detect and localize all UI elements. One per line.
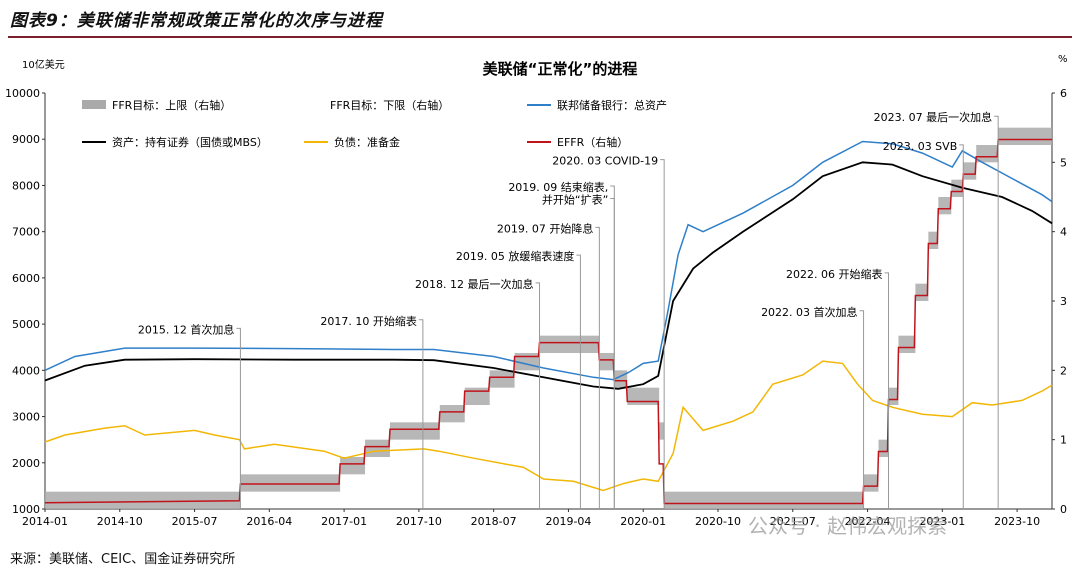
left-tick-label: 8000 bbox=[12, 179, 40, 192]
annotation-label: 2023. 07 最后一次加息 bbox=[874, 110, 992, 124]
annotation-label: 2023. 03 SVB bbox=[883, 140, 958, 153]
left-tick-label: 2000 bbox=[12, 457, 40, 470]
x-tick-label: 2022-04 bbox=[845, 515, 891, 528]
x-tick-label: 2016-04 bbox=[246, 515, 292, 528]
right-tick-label: 2 bbox=[1060, 364, 1067, 377]
left-tick-label: 3000 bbox=[12, 411, 40, 424]
ffr-target-band bbox=[627, 387, 660, 405]
ffr-target-band bbox=[659, 422, 665, 440]
annotation-leader bbox=[884, 272, 889, 509]
ffr-target-band bbox=[439, 405, 465, 423]
left-tick-label: 4000 bbox=[12, 364, 40, 377]
ffr-target-band bbox=[915, 283, 929, 301]
annotation-leader bbox=[236, 327, 241, 509]
annotation-label: 2019. 05 放缓缩表速度 bbox=[456, 249, 574, 263]
annotation-leader bbox=[959, 144, 964, 509]
annotation-label: 2019. 07 开始降息 bbox=[497, 221, 593, 235]
annotation-label: 2015. 12 首次加息 bbox=[138, 322, 234, 336]
x-tick-label: 2014-01 bbox=[22, 515, 68, 528]
annotation-leader bbox=[535, 282, 541, 509]
ffr-target-band bbox=[888, 387, 899, 405]
ffr-target-band bbox=[976, 145, 999, 163]
ffr-target-band bbox=[878, 439, 889, 457]
right-tick-label: 0 bbox=[1060, 503, 1067, 516]
ffr-target-band bbox=[539, 335, 600, 353]
x-tick-label: 2023-01 bbox=[919, 515, 965, 528]
annotation-label: 并开始“扩表” bbox=[542, 192, 608, 206]
ffr-target-band bbox=[365, 439, 390, 457]
annotation-leader bbox=[595, 226, 600, 509]
ffr-target-band bbox=[951, 179, 964, 197]
ffr-target-band bbox=[389, 422, 440, 440]
chart: 美联储“正常化”的进程 10亿美元 % 1000 2000 3000 4000 5000… bbox=[5, 54, 1068, 538]
ffr-target-band bbox=[340, 457, 366, 475]
watermark: 公众号 · 赵伟宏观探索 bbox=[748, 514, 947, 538]
ffr-target-band bbox=[664, 491, 864, 509]
annotation-label: 2022. 06 开始缩表 bbox=[786, 267, 882, 281]
annotation-label: 2017. 10 开始缩表 bbox=[320, 314, 416, 328]
annotation-leader bbox=[610, 197, 615, 509]
left-tick-label: 9000 bbox=[12, 133, 40, 146]
legend-label-effr: EFFR（右轴） bbox=[557, 135, 628, 149]
ffr-target-band bbox=[898, 335, 916, 353]
x-tick-label: 2021-07 bbox=[770, 515, 816, 528]
x-tick-label: 2020-01 bbox=[620, 515, 666, 528]
ffr-target-band bbox=[863, 474, 879, 492]
source-note: 来源：美联储、CEIC、国金证券研究所 bbox=[10, 552, 236, 567]
ffr-target-band bbox=[489, 370, 515, 388]
annotation-leader bbox=[418, 319, 424, 509]
annotation-label: 2019. 09 结束缩表, bbox=[508, 180, 608, 194]
ffr-target-band bbox=[938, 197, 952, 215]
ffr-target-band bbox=[928, 231, 939, 249]
ffr-target-band bbox=[45, 491, 241, 509]
legend-label-total: 联邦储备银行：总资产 bbox=[557, 98, 667, 112]
legend-label-reserves: 负债：准备金 bbox=[334, 135, 400, 149]
right-tick-label: 5 bbox=[1060, 156, 1067, 169]
ffr-target-band bbox=[240, 474, 341, 492]
x-tick-label: 2020-10 bbox=[695, 515, 741, 528]
series-reserves bbox=[44, 360, 1053, 492]
series-mbs bbox=[44, 161, 1053, 390]
left-tick-label: 5000 bbox=[12, 318, 40, 331]
header-divider bbox=[8, 36, 1072, 38]
right-tick-label: 3 bbox=[1060, 295, 1067, 308]
left-tick-label: 6000 bbox=[12, 272, 40, 285]
x-tick-label: 2019-04 bbox=[545, 515, 591, 528]
right-tick-label: 6 bbox=[1060, 87, 1067, 100]
left-tick-label: 1000 bbox=[12, 503, 40, 516]
annotation-label: 2020. 03 COVID-19 bbox=[552, 155, 658, 168]
left-axis-unit: 10亿美元 bbox=[22, 58, 65, 71]
x-tick-label: 2017-01 bbox=[321, 515, 367, 528]
left-tick-label: 7000 bbox=[12, 226, 40, 239]
ffr-target-band bbox=[998, 127, 1052, 145]
left-tick-label: 10000 bbox=[5, 87, 40, 100]
x-tick-label: 2018-07 bbox=[471, 515, 517, 528]
ffr-target-band bbox=[963, 162, 977, 180]
annotation-label: 2018. 12 最后一次加息 bbox=[415, 277, 533, 291]
right-axis-unit: % bbox=[1058, 54, 1068, 65]
chart-title: 美联储“正常化”的进程 bbox=[483, 60, 638, 78]
figure-header-title: 图表9：美联储非常规政策正常化的次序与进程 bbox=[10, 11, 383, 31]
right-tick-label: 4 bbox=[1060, 226, 1067, 239]
legend-label-mbs: 资产：持有证券（国债或MBS） bbox=[112, 135, 268, 149]
series-total bbox=[44, 140, 1053, 381]
x-tick-label: 2014-10 bbox=[97, 515, 143, 528]
legend-swatch-upper bbox=[82, 100, 106, 109]
legend-label-upper: FFR目标：上限（右轴） bbox=[112, 98, 231, 112]
x-tick-label: 2023-10 bbox=[994, 515, 1040, 528]
legend-label-lower: FFR目标：下限（右轴） bbox=[330, 98, 449, 112]
right-tick-label: 1 bbox=[1060, 434, 1067, 447]
annotation-leader bbox=[610, 185, 615, 509]
annotation-leader bbox=[576, 254, 581, 509]
ffr-target-band bbox=[464, 387, 490, 405]
annotation-leader bbox=[660, 159, 665, 509]
annotation-leader bbox=[994, 115, 999, 509]
x-tick-label: 2015-07 bbox=[172, 515, 218, 528]
annotation-label: 2022. 03 首次加息 bbox=[761, 305, 857, 319]
annotation-leader bbox=[859, 310, 865, 509]
series-effr bbox=[44, 138, 1052, 505]
x-tick-label: 2017-10 bbox=[396, 515, 442, 528]
ffr-target-band bbox=[599, 353, 615, 371]
